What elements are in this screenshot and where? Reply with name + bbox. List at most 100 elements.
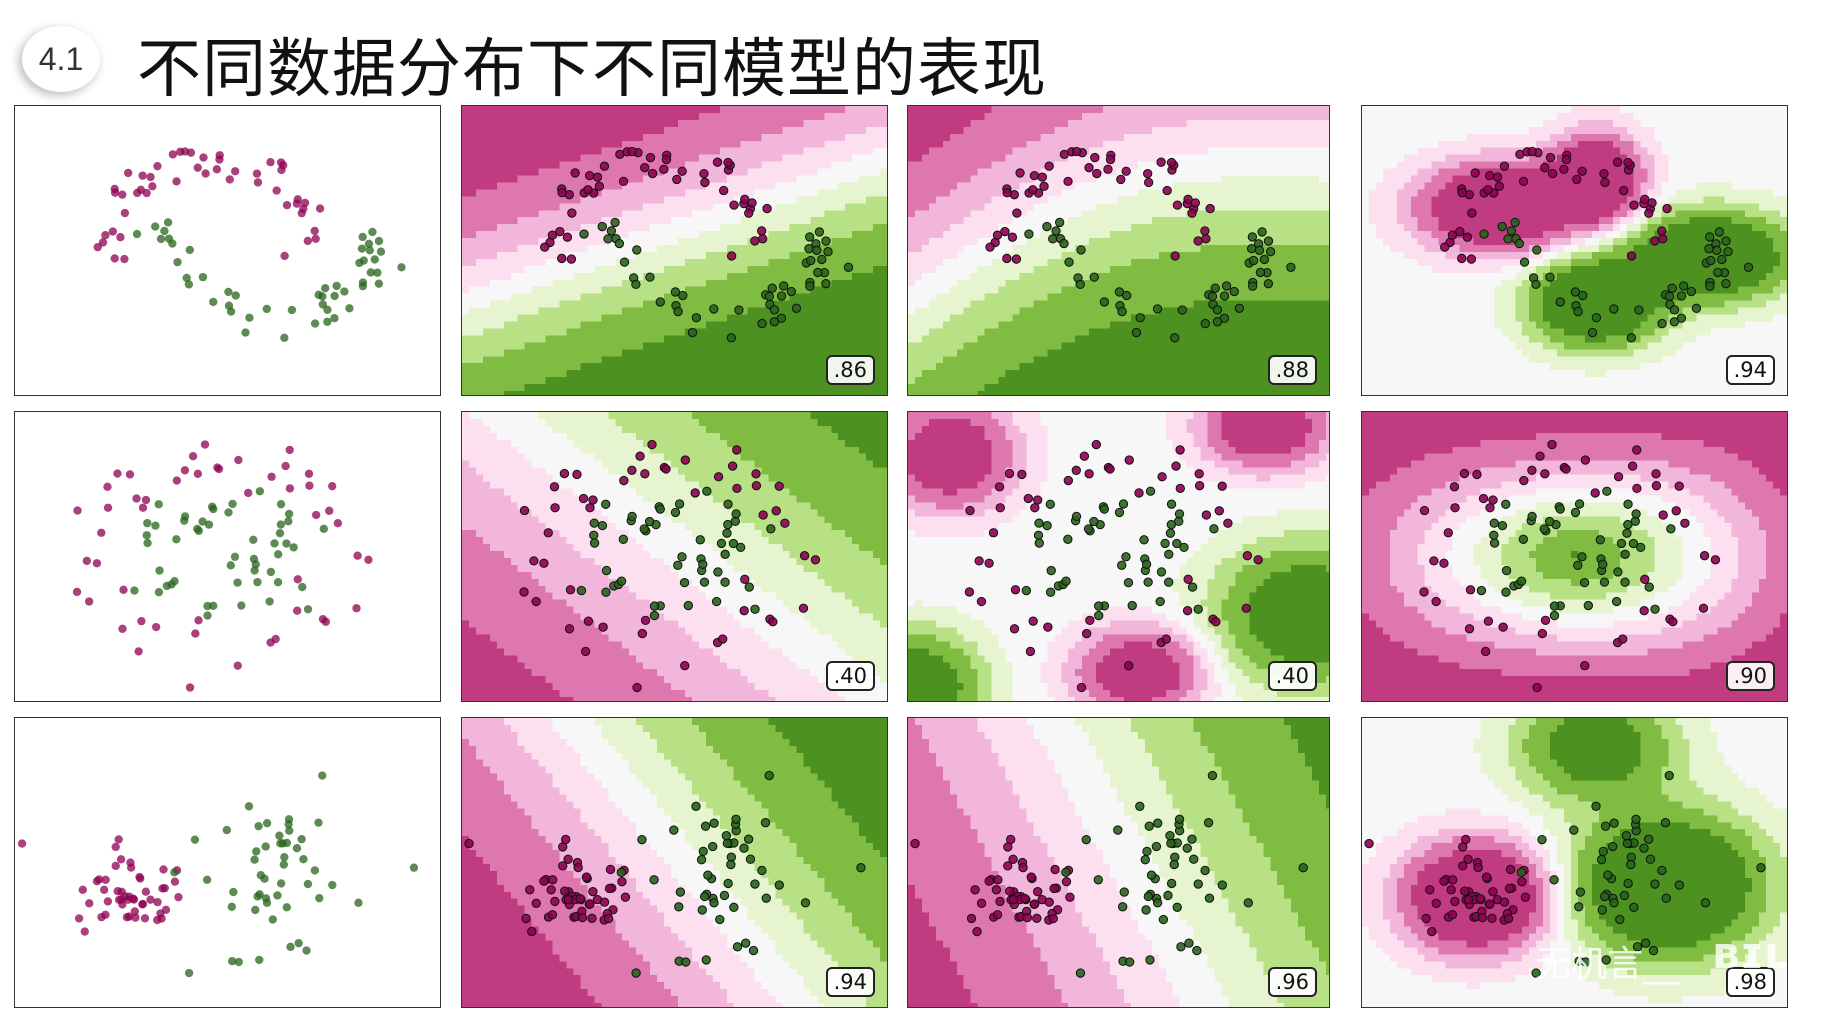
point-class-pink xyxy=(740,574,750,585)
point-class-green xyxy=(631,279,641,290)
point-class-pink xyxy=(1182,606,1193,616)
point-class-pink xyxy=(1487,913,1497,923)
point-class-pink xyxy=(188,452,198,461)
point-class-green xyxy=(1076,245,1086,255)
point-class-pink xyxy=(17,839,27,848)
point-class-pink xyxy=(1470,168,1480,178)
point-class-pink xyxy=(120,208,130,218)
point-class-green xyxy=(791,303,802,313)
point-class-pink xyxy=(1481,872,1492,882)
point-class-pink xyxy=(285,484,295,493)
point-class-pink xyxy=(1124,455,1134,465)
point-class-green xyxy=(614,238,625,249)
point-class-pink xyxy=(727,461,738,471)
slide-header: 4.1 不同数据分布下不同模型的表现 xyxy=(0,0,1833,107)
point-class-pink xyxy=(1183,194,1193,205)
point-class-green xyxy=(1581,957,1591,967)
point-class-green xyxy=(1187,582,1198,592)
point-class-green xyxy=(757,318,767,329)
point-class-green xyxy=(708,841,718,852)
point-class-green xyxy=(1075,279,1085,290)
point-class-green xyxy=(655,297,665,307)
point-class-green xyxy=(1544,516,1555,527)
point-class-pink xyxy=(97,528,106,537)
point-class-green xyxy=(340,287,349,296)
point-class-green xyxy=(1234,303,1245,313)
point-class-pink xyxy=(560,886,570,896)
point-class-green xyxy=(757,865,767,876)
point-class-green xyxy=(1723,247,1733,257)
point-class-pink xyxy=(1488,887,1498,897)
point-class-green xyxy=(1151,841,1162,852)
point-class-pink xyxy=(970,885,980,895)
point-class-green xyxy=(276,839,285,848)
data-points xyxy=(464,770,866,978)
point-class-pink xyxy=(1580,455,1591,465)
point-class-green xyxy=(616,576,627,586)
point-class-green xyxy=(805,281,815,291)
point-class-pink xyxy=(1710,555,1721,565)
point-class-green xyxy=(1145,955,1155,965)
point-class-pink xyxy=(521,913,531,924)
point-class-green xyxy=(1081,834,1091,845)
point-class-pink xyxy=(661,464,671,474)
point-class-green xyxy=(1177,305,1187,315)
point-class-green xyxy=(726,859,736,870)
point-class-pink xyxy=(976,898,987,908)
point-class-green xyxy=(721,831,732,841)
bilibili-logo-icon: ʙɪʟɪ xyxy=(1712,928,1812,979)
point-class-pink xyxy=(1600,177,1610,188)
point-class-pink xyxy=(93,242,102,252)
circles-plot-1 xyxy=(462,412,887,701)
point-class-pink xyxy=(712,157,723,167)
point-class-pink xyxy=(1005,886,1015,896)
point-class-green xyxy=(1583,600,1594,611)
point-class-green xyxy=(1712,245,1722,255)
decision-surface xyxy=(1362,412,1787,701)
point-class-pink xyxy=(798,603,809,613)
point-class-pink xyxy=(1547,168,1558,179)
point-class-pink xyxy=(92,559,102,568)
point-class-green xyxy=(1743,262,1754,272)
point-class-pink xyxy=(80,927,89,936)
point-class-pink xyxy=(1483,185,1493,195)
point-class-green xyxy=(203,601,212,611)
point-class-pink xyxy=(1063,176,1073,187)
point-class-green xyxy=(224,287,233,297)
point-class-green xyxy=(1033,530,1044,540)
point-class-green xyxy=(1549,875,1559,885)
point-class-green xyxy=(1203,818,1214,828)
point-class-pink xyxy=(1466,254,1477,264)
point-class-green xyxy=(245,313,254,322)
point-class-green xyxy=(670,287,681,297)
point-class-green xyxy=(1686,286,1697,297)
point-class-pink xyxy=(1698,603,1709,613)
point-class-green xyxy=(1598,559,1608,570)
point-class-green xyxy=(180,512,190,521)
point-class-green xyxy=(1170,333,1180,343)
point-class-green xyxy=(743,834,754,844)
point-class-pink xyxy=(180,147,190,156)
point-class-green xyxy=(255,487,265,496)
point-class-pink xyxy=(1090,152,1100,163)
point-class-pink xyxy=(580,646,591,657)
point-class-pink xyxy=(1463,894,1474,905)
point-class-pink xyxy=(193,163,202,172)
point-class-pink xyxy=(1540,615,1551,626)
point-class-pink xyxy=(964,587,975,597)
point-class-pink xyxy=(599,897,610,907)
point-class-pink xyxy=(1000,226,1010,237)
point-class-green xyxy=(1165,831,1175,841)
point-class-green xyxy=(812,245,822,255)
point-class-green xyxy=(1537,834,1547,845)
point-class-pink xyxy=(732,483,742,494)
point-class-green xyxy=(1631,509,1641,519)
point-class-pink xyxy=(174,892,183,902)
point-class-pink xyxy=(562,232,573,242)
point-class-pink xyxy=(1561,154,1572,165)
point-class-pink xyxy=(620,892,631,902)
point-class-pink xyxy=(1007,232,1018,242)
point-class-green xyxy=(1619,890,1630,901)
point-class-green xyxy=(132,229,142,239)
point-class-pink xyxy=(1194,481,1205,491)
